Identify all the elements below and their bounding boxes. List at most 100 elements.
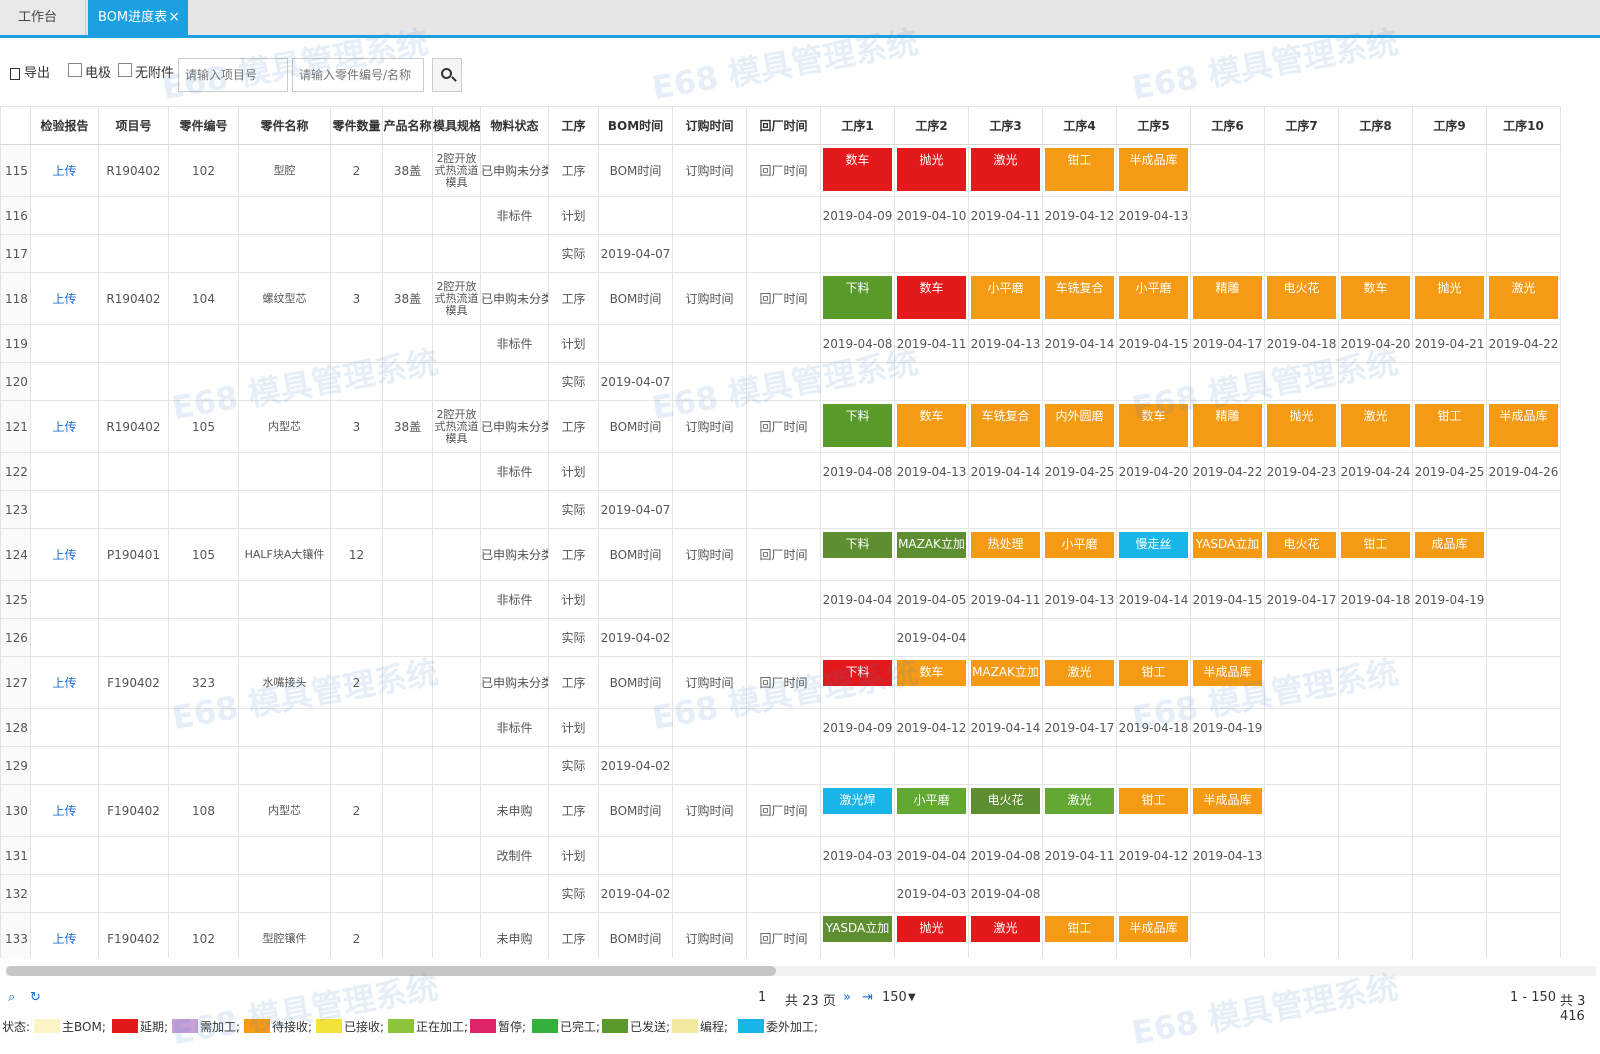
column-header[interactable]: 工序10 (1486, 106, 1561, 145)
table-row[interactable]: 123 实际 2019-04-07 (0, 490, 1561, 529)
column-header[interactable]: 模具规格 (432, 106, 481, 145)
upload-link[interactable]: 上传 (30, 784, 99, 837)
upload-link[interactable]: 上传 (30, 400, 99, 453)
table-row[interactable]: 124 上传 P190401 105 HALF块A大镶件 12 已申购未分类 工序 BOM时间订… (0, 528, 1561, 581)
process-step-badge[interactable]: 数车 (1119, 404, 1188, 447)
process-step-badge[interactable]: 抛光 (1267, 404, 1336, 447)
table-row[interactable]: 125 非标件 计划 2019-04-04 2019-04-05 2019-04-11 20… (0, 580, 1561, 619)
process-step-badge[interactable]: 激光 (1489, 276, 1558, 319)
column-header[interactable]: BOM时间 (598, 106, 673, 145)
process-step-badge[interactable]: 车铣复合 (971, 404, 1040, 447)
process-step-badge[interactable]: 小平磨 (1045, 532, 1114, 558)
process-step-badge[interactable]: 抛光 (897, 916, 966, 942)
process-step-badge[interactable]: 激光 (971, 916, 1040, 942)
column-header[interactable]: 项目号 (98, 106, 169, 145)
process-step-badge[interactable]: 钳工 (1415, 404, 1484, 447)
process-step-badge[interactable]: 数车 (897, 660, 966, 686)
column-header[interactable]: 物料状态 (480, 106, 549, 145)
process-step-badge[interactable]: 激光焊 (823, 788, 892, 814)
process-step-badge[interactable]: 成品库 (1415, 532, 1484, 558)
upload-link[interactable]: 上传 (30, 656, 99, 709)
column-header[interactable]: 工序6 (1190, 106, 1265, 145)
column-header[interactable]: 工序7 (1264, 106, 1339, 145)
process-step-badge[interactable]: 下料 (823, 404, 892, 447)
table-row[interactable]: 127 上传 F190402 323 水嘴接头 2 已申购未分类 工序 BOM时间 订购时间 回厂时… (0, 656, 1561, 709)
column-header[interactable]: 检验报告 (30, 106, 99, 145)
no-attachment-checkbox[interactable] (118, 63, 132, 77)
column-header[interactable]: 零件编号 (168, 106, 239, 145)
scrollbar-thumb[interactable] (6, 966, 776, 976)
column-header[interactable]: 产品名称 (382, 106, 433, 145)
electrode-checkbox[interactable] (68, 63, 82, 77)
table-row[interactable]: 122 非标件 计划 2019-04-08 2019-04-13 2019-04-14 20… (0, 452, 1561, 491)
table-row[interactable]: 117 实际 2019-04-07 (0, 234, 1561, 273)
process-step-badge[interactable]: 小平磨 (971, 276, 1040, 319)
process-step-badge[interactable]: MAZAK立加 (897, 532, 966, 558)
process-step-badge[interactable]: 半成品库 (1193, 788, 1262, 814)
process-step-badge[interactable]: 激光 (1341, 404, 1410, 447)
process-step-badge[interactable]: 电火花 (1267, 532, 1336, 558)
process-step-badge[interactable]: 精雕 (1193, 276, 1262, 319)
process-step-badge[interactable]: 车铣复合 (1045, 276, 1114, 319)
close-icon[interactable]: × (168, 9, 180, 25)
page-size-select[interactable]: 150 (882, 990, 907, 1005)
next-page-icon[interactable]: » (843, 990, 851, 1005)
process-step-badge[interactable]: 激光 (971, 148, 1040, 191)
table-row[interactable]: 130 上传 F190402 108 内型芯 2 未申购 工序 BOM时间 订购时间 回厂时间 激光焊… (0, 784, 1561, 837)
process-step-badge[interactable]: 下料 (823, 660, 892, 686)
column-header[interactable]: 回厂时间 (746, 106, 821, 145)
column-header[interactable]: 工序8 (1338, 106, 1413, 145)
process-step-badge[interactable]: 钳工 (1045, 148, 1114, 191)
process-step-badge[interactable]: 数车 (823, 148, 892, 191)
process-step-badge[interactable]: 钳工 (1119, 788, 1188, 814)
process-step-badge[interactable]: MAZAK立加 (971, 660, 1040, 686)
table-row[interactable]: 115 上传 R190402 102 型腔 2 38盖 2腔开放式热流道模具 已申购未分类 工序 B… (0, 144, 1561, 197)
process-step-badge[interactable]: 电火花 (1267, 276, 1336, 319)
process-step-badge[interactable]: YASDA立加 (823, 916, 892, 942)
process-step-badge[interactable]: 钳工 (1119, 660, 1188, 686)
process-step-badge[interactable]: 抛光 (1415, 276, 1484, 319)
process-step-badge[interactable]: 数车 (897, 404, 966, 447)
column-header[interactable]: 零件名称 (238, 106, 331, 145)
table-row[interactable]: 128 非标件 计划 2019-04-09 2019-04-12 2019-04-14 20… (0, 708, 1561, 747)
table-row[interactable]: 132 实际 2019-04-02 2019-04-03 2019-04-08 (0, 874, 1561, 913)
chevron-down-icon[interactable]: ▼ (908, 992, 916, 1003)
table-row[interactable]: 121 上传 R190402 105 内型芯 3 38盖 2腔开放式热流道模具 已申购未分类 工序… (0, 400, 1561, 453)
column-header[interactable]: 工序 (548, 106, 599, 145)
process-step-badge[interactable]: 慢走丝 (1119, 532, 1188, 558)
upload-link[interactable]: 上传 (30, 272, 99, 325)
table-row[interactable]: 133 上传 F190402 102 型腔镶件 2 未申购 工序 BOM时间 订购时间 回厂时间 YA… (0, 912, 1561, 958)
process-step-badge[interactable]: 热处理 (971, 532, 1040, 558)
process-step-badge[interactable]: 小平磨 (897, 788, 966, 814)
column-header[interactable]: 工序2 (894, 106, 969, 145)
process-step-badge[interactable]: 内外圆磨 (1045, 404, 1114, 447)
upload-link[interactable]: 上传 (30, 144, 99, 197)
refresh-icon[interactable]: ↻ (30, 990, 41, 1005)
table-row[interactable]: 116 非标件 计划 2019-04-09 2019-04-10 2019-04-11 20… (0, 196, 1561, 235)
process-step-badge[interactable]: 数车 (1341, 276, 1410, 319)
project-search-input[interactable] (178, 58, 288, 92)
process-step-badge[interactable]: 下料 (823, 532, 892, 558)
tab-bom-progress[interactable]: BOM进度表 × (88, 0, 188, 35)
process-step-badge[interactable]: 抛光 (897, 148, 966, 191)
last-page-icon[interactable]: ⇥ (862, 990, 873, 1005)
process-step-badge[interactable]: 数车 (897, 276, 966, 319)
table-row[interactable]: 131 改制件 计划 2019-04-03 2019-04-04 2019-04-08 20… (0, 836, 1561, 875)
column-header[interactable]: 零件数量 (330, 106, 383, 145)
column-header[interactable]: 订购时间 (672, 106, 747, 145)
process-step-badge[interactable]: 激光 (1045, 660, 1114, 686)
column-header[interactable]: 工序3 (968, 106, 1043, 145)
upload-link[interactable]: 上传 (30, 528, 99, 581)
process-step-badge[interactable]: 小平磨 (1119, 276, 1188, 319)
process-step-badge[interactable]: 电火花 (971, 788, 1040, 814)
column-header[interactable]: 工序1 (820, 106, 895, 145)
upload-link[interactable]: 上传 (30, 912, 99, 958)
horizontal-scrollbar[interactable] (6, 966, 1596, 976)
process-step-badge[interactable]: YASDA立加 (1193, 532, 1262, 558)
process-step-badge[interactable]: 下料 (823, 276, 892, 319)
process-step-badge[interactable]: 半成品库 (1119, 916, 1188, 942)
process-step-badge[interactable]: 半成品库 (1193, 660, 1262, 686)
table-row[interactable]: 119 非标件 计划 2019-04-08 2019-04-11 2019-04-13 20… (0, 324, 1561, 363)
column-header[interactable]: 工序4 (1042, 106, 1117, 145)
process-step-badge[interactable]: 半成品库 (1489, 404, 1558, 447)
